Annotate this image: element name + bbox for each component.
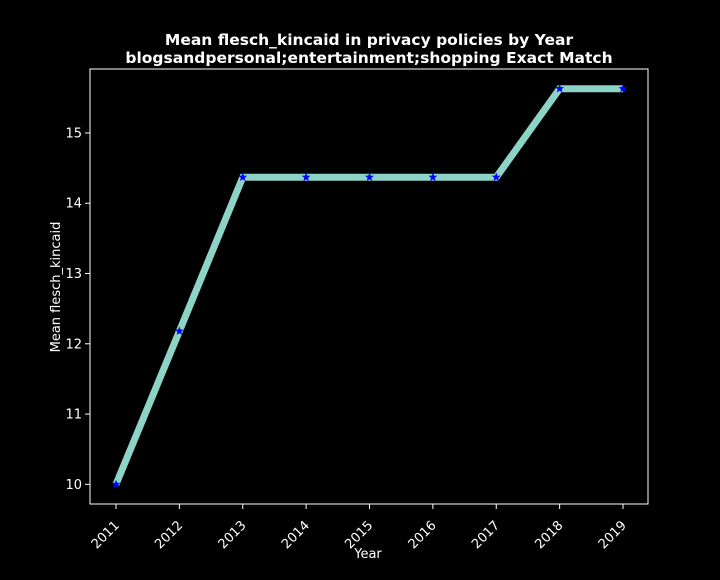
y-tick-label: 12: [65, 337, 82, 352]
y-tick-label: 13: [65, 267, 82, 282]
x-axis: 2011 2012 2013 2014 2015 2016 2017 2018 2019: [89, 504, 630, 552]
data-point-star: [555, 84, 564, 93]
data-point-star: [175, 326, 184, 335]
data-point-star: [428, 172, 438, 181]
y-axis-label: Mean flesch_kincaid: [49, 222, 64, 353]
data-point-star: [491, 172, 501, 181]
x-tick-label: 2016: [406, 518, 440, 552]
y-tick-label: 10: [65, 478, 82, 493]
data-point-star: [301, 172, 311, 181]
y-tick-label: 15: [65, 126, 82, 141]
x-tick-label: 2017: [469, 518, 503, 552]
series-mean-flesch-kincaid: [111, 84, 628, 489]
x-tick-label: 2013: [216, 518, 250, 552]
data-point-star: [365, 172, 374, 181]
y-tick-label: 11: [65, 408, 82, 423]
data-point-star: [111, 479, 121, 489]
y-tick-label: 14: [65, 197, 82, 212]
y-axis: 10 11 12 13 14 15: [65, 126, 90, 493]
x-tick-label: 2014: [279, 518, 313, 552]
x-tick-label: 2018: [532, 518, 566, 552]
data-point-star: [618, 84, 628, 93]
x-axis-label: Year: [353, 547, 382, 562]
x-tick-label: 2011: [89, 518, 123, 552]
chart-subtitle: blogsandpersonal;entertainment;shopping …: [125, 49, 612, 67]
plot-area-frame: [89, 68, 649, 505]
chart-title: Mean flesch_kincaid in privacy policies …: [165, 31, 574, 49]
data-point-star: [238, 172, 248, 181]
x-tick-label: 2012: [152, 518, 186, 552]
x-tick-label: 2019: [596, 518, 630, 552]
